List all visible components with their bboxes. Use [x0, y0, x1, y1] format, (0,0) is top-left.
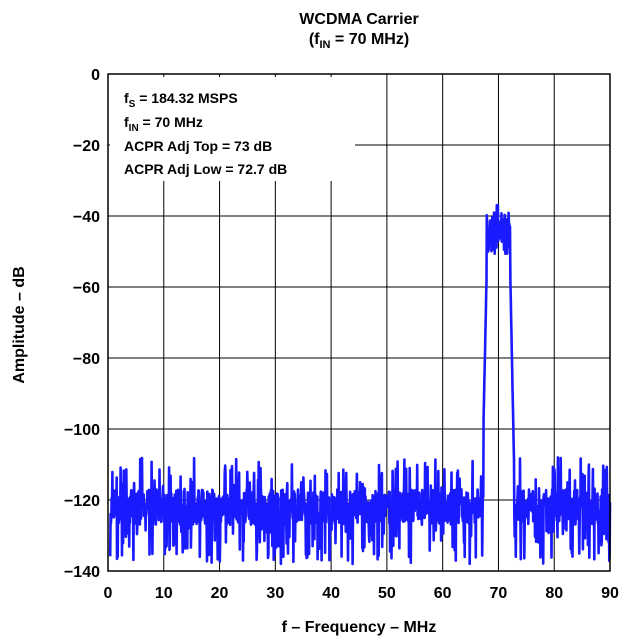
x-tick-label: 40: [322, 585, 340, 602]
annotation-line-fs: fS = 184.32 MSPS: [124, 90, 238, 110]
x-tick-label: 50: [378, 585, 396, 602]
y-tick-label: −20: [73, 138, 100, 155]
x-axis-label: f – Frequency – MHz: [282, 619, 437, 636]
x-tick-label: 60: [434, 585, 452, 602]
tick-labels: 0 10 20 30 40 50 60 70 80 90 0 −20 −40 −60 −80 −100 −120…: [64, 67, 619, 602]
y-tick-label: −100: [64, 422, 100, 439]
y-tick-label: −40: [73, 209, 100, 226]
annotation-line-fin: fIN = 70 MHz: [124, 114, 203, 134]
x-tick-label: 90: [601, 585, 619, 602]
spectrum-series-line: [108, 204, 612, 566]
annotation-line-acpr-low: ACPR Adj Low = 72.7 dB: [124, 161, 287, 177]
y-tick-label: −80: [73, 351, 100, 368]
x-tick-label: 0: [104, 585, 113, 602]
annotation-background: [110, 77, 355, 181]
plot-frame: [107, 73, 611, 572]
chart-title-line2: (fIN = 70 MHz): [309, 31, 409, 51]
y-tick-label: −140: [64, 564, 100, 581]
x-tick-label: 30: [266, 585, 284, 602]
y-tick-label: −60: [73, 280, 100, 297]
y-tick-label: 0: [91, 67, 100, 84]
series-group: [108, 204, 612, 566]
annotation-line-acpr-top: ACPR Adj Top = 73 dB: [124, 138, 272, 154]
x-tick-label: 10: [155, 585, 173, 602]
x-tick-label: 20: [211, 585, 229, 602]
x-tick-label: 70: [490, 585, 508, 602]
x-tick-label: 80: [545, 585, 563, 602]
chart-title-line1: WCDMA Carrier: [299, 11, 418, 28]
annotation-box: fS = 184.32 MSPS fIN = 70 MHz ACPR Adj T…: [110, 77, 355, 181]
y-tick-label: −120: [64, 493, 100, 510]
y-axis-label: Amplitude – dB: [11, 266, 28, 383]
